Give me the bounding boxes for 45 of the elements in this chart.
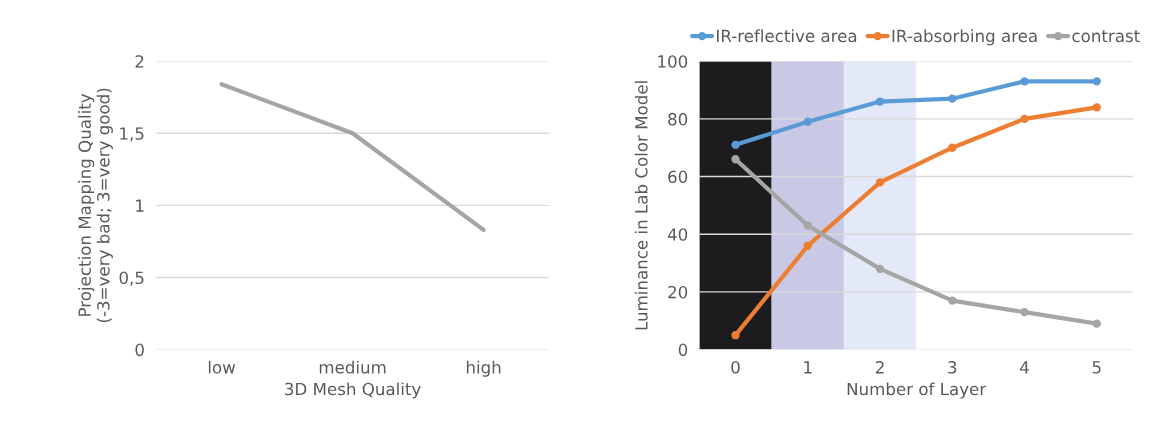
point <box>731 331 740 340</box>
point <box>875 178 885 187</box>
point <box>1092 319 1101 328</box>
point <box>1020 114 1029 124</box>
y-tick-label: 20 <box>668 285 688 299</box>
point <box>875 264 885 274</box>
legend-label: IR-reflective area <box>717 29 857 43</box>
y-tick-label: 60 <box>668 170 688 184</box>
point <box>803 221 812 230</box>
y-tick-label: 0 <box>135 343 144 357</box>
x-tick-label: high <box>466 360 501 377</box>
point <box>803 117 812 126</box>
y-tick-label: 40 <box>667 228 688 241</box>
point <box>1092 103 1101 112</box>
legend-label: contrast <box>1072 30 1140 43</box>
x-axis-title: Number of Layer <box>847 382 987 399</box>
y-tick-label: 1,5 <box>120 127 144 142</box>
point <box>1092 77 1101 86</box>
y-tick-label: 2 <box>135 55 144 68</box>
point <box>803 241 812 250</box>
x-tick-label: 3 <box>948 361 957 374</box>
y-axis-title: Luminance in Lab Color Model <box>634 81 648 330</box>
x-tick-label: 2 <box>875 361 884 374</box>
point <box>948 296 957 305</box>
point <box>731 155 740 164</box>
y-tick-label: 1 <box>136 199 144 212</box>
point <box>1020 307 1029 317</box>
x-tick-label: 4 <box>1020 361 1029 374</box>
point <box>948 143 957 152</box>
y-tick-label: 0 <box>678 343 688 357</box>
point <box>875 97 885 106</box>
x-tick-label: 1 <box>804 361 812 374</box>
x-tick-label: medium <box>319 360 386 374</box>
legend-label: IR-absorbing area <box>892 29 1037 46</box>
point <box>948 94 957 103</box>
y-tick-label: 0,5 <box>119 271 144 286</box>
point <box>1020 77 1029 86</box>
x-tick-label: 5 <box>1092 361 1101 374</box>
x-tick-label: 0 <box>731 361 740 374</box>
y-axis-title: Projection Mapping Quality (-3=very bad; 3=very good) <box>78 88 113 323</box>
y-tick-label: 100 <box>658 55 688 68</box>
x-axis-title: 3D Mesh Quality <box>285 382 421 399</box>
y-tick-label: 80 <box>668 112 688 126</box>
x-tick-label: low <box>208 360 236 374</box>
point <box>731 140 740 149</box>
